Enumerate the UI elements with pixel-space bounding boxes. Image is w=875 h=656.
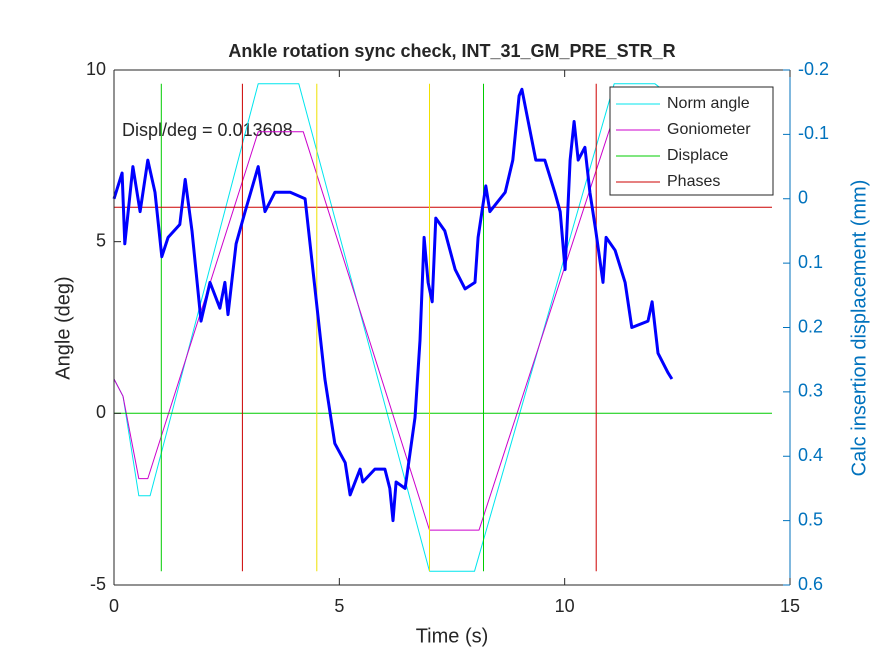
y2-tick-label: -0.1 <box>798 123 829 143</box>
y2-tick-label: 0 <box>798 188 808 208</box>
x-tick-label: 5 <box>334 596 344 616</box>
y-tick-label: 0 <box>96 402 106 422</box>
y-tick-label: 5 <box>96 230 106 250</box>
y-axis-label: Angle (deg) <box>52 276 74 379</box>
y2-tick-label: 0.5 <box>798 509 823 529</box>
y2-tick-label: -0.2 <box>798 59 829 79</box>
x-axis-label: Time (s) <box>416 625 489 647</box>
legend-label: Displace <box>667 147 728 164</box>
series-line <box>113 83 669 572</box>
legend-box <box>609 86 774 196</box>
y2-tick-label: 0.1 <box>798 252 823 272</box>
annotation: Displ/deg = 0.013608 <box>122 120 293 140</box>
y2-tick-label: 0.4 <box>798 445 823 465</box>
legend-label: Phases <box>667 173 720 190</box>
series-line <box>113 87 624 531</box>
chart-title: Ankle rotation sync check, INT_31_GM_PRE… <box>228 41 675 61</box>
legend-label: Goniometer <box>667 121 751 138</box>
series-line <box>114 83 772 572</box>
y2-axis-label: Calc insertion displacement (mm) <box>848 180 870 477</box>
series-line <box>316 83 430 572</box>
x-tick-label: 15 <box>780 596 800 616</box>
legend-label: Norm angle <box>667 95 750 112</box>
x-tick-label: 10 <box>555 596 575 616</box>
y-tick-label: -5 <box>90 574 106 594</box>
y-tick-label: 10 <box>86 59 106 79</box>
series-line <box>114 83 772 572</box>
y2-tick-label: 0.3 <box>798 381 823 401</box>
y2-tick-label: 0.6 <box>798 574 823 594</box>
x-tick-label: 0 <box>109 596 119 616</box>
y2-tick-label: 0.2 <box>798 316 823 336</box>
series-line <box>112 87 674 523</box>
